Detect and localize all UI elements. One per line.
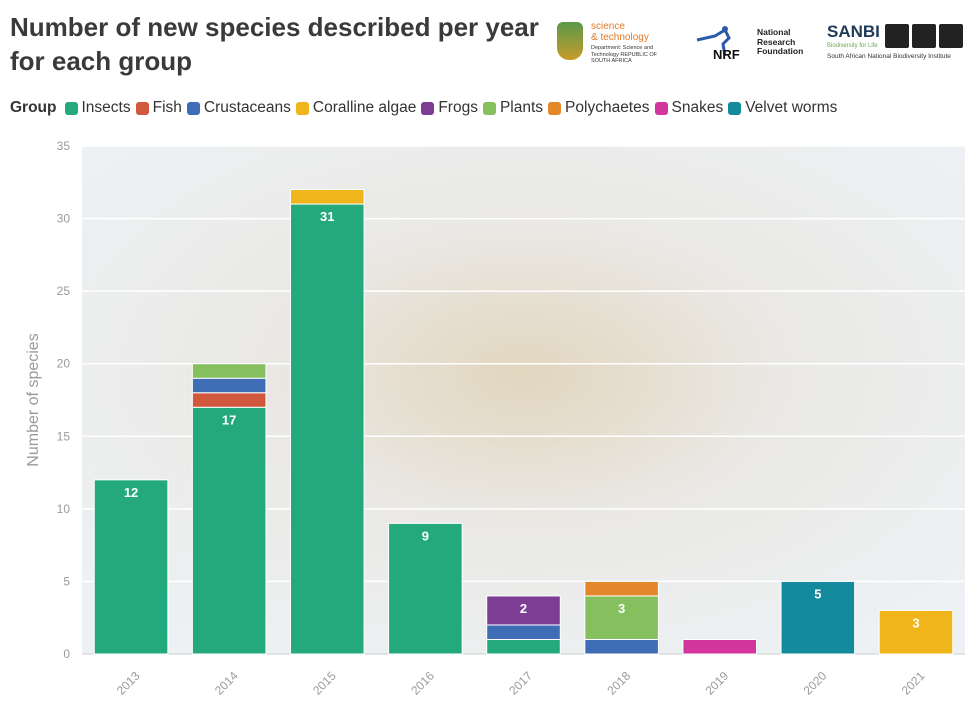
y-axis-label: Number of species (25, 333, 42, 466)
nrf-logo-text: National Research Foundation (757, 28, 803, 57)
y-tick-label: 25 (57, 284, 71, 298)
dst-logo-subtext: Department: Science and Technology REPUB… (591, 45, 671, 65)
bar-2018-crustaceans (585, 639, 659, 654)
chart-legend: Group Insects Fish Crustaceans Coralline al… (10, 97, 842, 119)
legend-swatch (65, 102, 78, 115)
x-tick-label: 2017 (506, 669, 535, 698)
y-tick-label: 30 (57, 212, 71, 226)
legend-item-crustaceans[interactable]: Crustaceans (187, 99, 291, 117)
bar-2014-plants (192, 364, 266, 379)
sanbi-logo-tagline: Biodiversity for Life (827, 43, 878, 49)
logo-strip: science & technology Department: Science … (555, 18, 970, 68)
legend-title: Group (10, 99, 57, 117)
chart-title: Number of new species described per year… (10, 10, 550, 78)
bar-2014-insects (192, 407, 266, 654)
coat-of-arms-icon (557, 22, 583, 60)
legend-item-plants[interactable]: Plants (483, 99, 543, 117)
bar-2017-insects (487, 639, 561, 654)
bar-2013-insects (94, 480, 168, 654)
y-tick-label: 20 (57, 357, 71, 371)
legend-item-insects[interactable]: Insects (65, 99, 131, 117)
legend-swatch (728, 102, 741, 115)
x-tick-label: 2021 (899, 669, 928, 698)
legend-item-velvet-worms[interactable]: Velvet worms (728, 99, 837, 117)
sanbi-logo-full-name: South African National Biodiversity Inst… (827, 53, 951, 60)
data-label: 2 (520, 601, 527, 616)
legend-label: Fish (153, 99, 182, 117)
data-label: 3 (912, 615, 919, 630)
x-tick-label: 2013 (114, 669, 143, 698)
legend-item-snakes[interactable]: Snakes (655, 99, 724, 117)
x-tick-label: 2020 (801, 669, 830, 698)
legend-swatch (421, 102, 434, 115)
legend-swatch (187, 102, 200, 115)
legend-swatch (655, 102, 668, 115)
dst-logo-line1: science (591, 21, 625, 32)
data-label: 9 (422, 528, 429, 543)
y-tick-label: 35 (57, 139, 71, 153)
bar-2017-crustaceans (487, 625, 561, 640)
y-tick-label: 10 (57, 502, 71, 516)
legend-swatch (483, 102, 496, 115)
legend-label: Insects (82, 99, 131, 117)
x-tick-label: 2019 (703, 669, 732, 698)
legend-label: Plants (500, 99, 543, 117)
sanbi-square-icon-3 (939, 24, 963, 48)
legend-item-fish[interactable]: Fish (136, 99, 182, 117)
legend-item-frogs[interactable]: Frogs (421, 99, 478, 117)
bar-2014-fish (192, 393, 266, 408)
y-tick-label: 0 (63, 647, 70, 661)
bar-2014-crustaceans (192, 378, 266, 393)
legend-item-polychaetes[interactable]: Polychaetes (548, 99, 649, 117)
data-label: 5 (814, 586, 821, 601)
bar-2019-snakes (683, 639, 757, 654)
nrf-figure-icon: NRF (695, 26, 745, 62)
legend-label: Coralline algae (313, 99, 416, 117)
bar-2018-polychaetes (585, 581, 659, 596)
sanbi-logo: SANBI Biodiversity for Life South Africa… (825, 18, 970, 68)
data-label: 3 (618, 601, 625, 616)
legend-label: Frogs (438, 99, 478, 117)
nrf-logo: NRF National Research Foundation (695, 18, 805, 68)
legend-swatch (548, 102, 561, 115)
nrf-logo-mark: NRF (713, 47, 740, 62)
data-label: 31 (320, 209, 334, 224)
x-tick-label: 2018 (604, 669, 633, 698)
legend-swatch (296, 102, 309, 115)
legend-swatch (136, 102, 149, 115)
bar-2015-insects (290, 204, 364, 654)
x-tick-label: 2015 (310, 669, 339, 698)
sanbi-square-icon-2 (912, 24, 936, 48)
bar-2015-coralline-algae (290, 190, 364, 205)
data-label: 12 (124, 485, 138, 500)
sanbi-logo-name: SANBI (827, 22, 880, 42)
sanbi-square-icon-1 (885, 24, 909, 48)
legend-label: Crustaceans (204, 99, 291, 117)
legend-item-coralline-algae[interactable]: Coralline algae (296, 99, 416, 117)
data-label: 17 (222, 412, 236, 427)
dst-logo-line2: & technology (591, 32, 649, 43)
y-tick-label: 5 (63, 574, 70, 588)
legend-label: Velvet worms (745, 99, 837, 117)
x-tick-label: 2014 (212, 669, 241, 698)
y-tick-label: 15 (57, 429, 71, 443)
legend-label: Polychaetes (565, 99, 649, 117)
x-tick-label: 2016 (408, 669, 437, 698)
legend-label: Snakes (672, 99, 724, 117)
dst-logo: science & technology Department: Science … (555, 18, 675, 68)
